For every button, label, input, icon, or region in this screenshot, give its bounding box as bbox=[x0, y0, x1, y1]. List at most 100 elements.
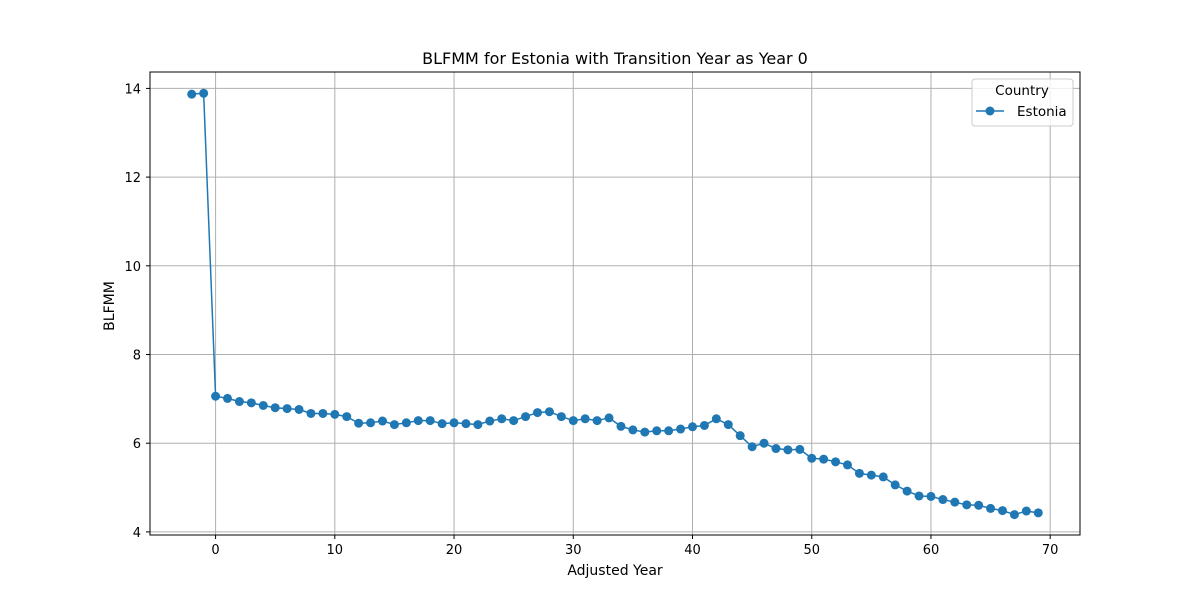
data-point bbox=[688, 422, 697, 432]
data-point bbox=[962, 500, 972, 510]
data-point bbox=[342, 412, 352, 422]
data-point bbox=[831, 457, 841, 467]
data-point bbox=[711, 414, 721, 424]
data-point bbox=[199, 88, 209, 98]
data-point bbox=[187, 89, 197, 99]
series-layer bbox=[187, 88, 1043, 520]
data-point bbox=[974, 500, 984, 510]
data-point bbox=[378, 416, 387, 426]
data-point bbox=[211, 391, 221, 401]
data-point bbox=[950, 497, 960, 507]
y-tick-label: 10 bbox=[124, 260, 141, 275]
data-point bbox=[413, 416, 423, 426]
data-point bbox=[401, 418, 411, 428]
data-point bbox=[676, 424, 686, 434]
data-point bbox=[843, 460, 852, 470]
x-tick-label: 10 bbox=[327, 543, 344, 558]
data-point bbox=[389, 420, 399, 430]
data-point bbox=[998, 506, 1007, 516]
legend: Country Estonia bbox=[971, 78, 1074, 127]
data-point bbox=[1033, 508, 1043, 518]
data-point bbox=[437, 419, 447, 429]
data-point bbox=[807, 453, 817, 463]
x-axis-label: Adjusted Year bbox=[567, 563, 663, 579]
data-point bbox=[628, 425, 638, 435]
data-point bbox=[914, 491, 924, 501]
data-point bbox=[354, 418, 364, 428]
data-point bbox=[509, 416, 519, 426]
y-tick-label: 12 bbox=[124, 171, 141, 186]
data-point bbox=[771, 444, 781, 454]
data-point bbox=[723, 420, 733, 430]
data-point bbox=[270, 403, 280, 413]
data-point bbox=[699, 420, 709, 430]
x-tick-label: 0 bbox=[211, 543, 219, 558]
plot-area-frame bbox=[149, 71, 1081, 536]
data-point bbox=[366, 418, 376, 428]
data-point bbox=[759, 438, 769, 448]
data-point bbox=[819, 454, 829, 464]
data-point bbox=[795, 444, 805, 454]
data-point bbox=[246, 398, 256, 408]
grid-lines bbox=[150, 72, 1080, 535]
data-point bbox=[1021, 506, 1031, 516]
data-point bbox=[747, 442, 757, 452]
y-tick-label: 6 bbox=[133, 437, 141, 452]
y-tick-label: 8 bbox=[133, 349, 141, 364]
x-tick-label: 50 bbox=[803, 543, 820, 558]
x-tick-label: 40 bbox=[684, 543, 701, 558]
legend-frame bbox=[971, 78, 1074, 127]
data-point bbox=[449, 418, 459, 428]
data-point bbox=[878, 472, 888, 482]
data-point bbox=[664, 426, 674, 436]
data-point bbox=[234, 397, 244, 407]
data-point bbox=[497, 414, 507, 424]
data-point bbox=[461, 419, 471, 429]
data-point bbox=[258, 401, 268, 410]
data-point bbox=[556, 412, 566, 422]
x-axis-ticks: 0 10 20 30 40 50 60 70 bbox=[211, 535, 1058, 558]
data-point bbox=[604, 413, 614, 423]
data-point bbox=[890, 480, 900, 490]
data-point bbox=[652, 426, 662, 436]
data-point bbox=[568, 416, 578, 426]
legend-entry-label: Estonia bbox=[1017, 104, 1067, 120]
data-point bbox=[306, 408, 316, 418]
data-point bbox=[330, 409, 340, 419]
data-point bbox=[986, 503, 996, 513]
data-point bbox=[580, 414, 590, 424]
x-tick-label: 30 bbox=[565, 543, 582, 558]
data-point bbox=[866, 470, 876, 480]
data-point bbox=[223, 393, 232, 403]
data-point bbox=[902, 486, 912, 496]
data-point bbox=[854, 468, 864, 478]
data-point bbox=[926, 491, 936, 501]
data-point bbox=[533, 408, 542, 418]
data-point bbox=[294, 404, 304, 414]
x-tick-label: 60 bbox=[923, 543, 940, 558]
data-point bbox=[485, 416, 495, 426]
chart-title: BLFMM for Estonia with Transition Year a… bbox=[422, 49, 808, 68]
data-point bbox=[616, 421, 626, 431]
legend-marker-swatch bbox=[985, 106, 995, 116]
y-tick-label: 14 bbox=[124, 82, 141, 97]
y-axis-ticks: 4 6 8 10 12 14 bbox=[124, 82, 150, 541]
data-point bbox=[282, 404, 292, 414]
y-tick-label: 4 bbox=[133, 526, 141, 541]
x-tick-label: 70 bbox=[1042, 543, 1059, 558]
data-point bbox=[544, 407, 554, 417]
data-point bbox=[640, 427, 650, 437]
x-tick-label: 20 bbox=[446, 543, 463, 558]
data-point bbox=[521, 412, 531, 422]
data-point bbox=[735, 431, 745, 441]
data-point bbox=[318, 408, 328, 418]
data-point bbox=[592, 416, 602, 426]
y-axis-label: BLFMM bbox=[102, 281, 118, 331]
data-point bbox=[783, 445, 793, 455]
data-point bbox=[473, 420, 483, 430]
data-point bbox=[425, 416, 435, 426]
legend-title: Country bbox=[995, 83, 1049, 99]
data-point bbox=[938, 495, 948, 505]
data-point bbox=[1009, 510, 1019, 520]
